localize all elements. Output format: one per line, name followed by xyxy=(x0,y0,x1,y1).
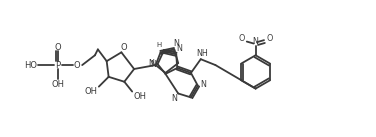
Text: N: N xyxy=(150,60,156,69)
Text: OH: OH xyxy=(85,87,97,96)
Text: O: O xyxy=(74,61,80,70)
Text: N: N xyxy=(171,94,177,103)
Text: N: N xyxy=(173,39,179,48)
Text: P: P xyxy=(55,61,60,70)
Text: O: O xyxy=(120,43,127,52)
Text: HO: HO xyxy=(24,61,37,70)
Text: O: O xyxy=(55,43,61,52)
Text: H: H xyxy=(156,42,161,48)
Text: OH: OH xyxy=(51,80,64,89)
Text: O: O xyxy=(266,34,273,43)
Text: N: N xyxy=(148,59,154,68)
Text: N: N xyxy=(253,37,259,46)
Text: O: O xyxy=(239,34,245,43)
Text: OH: OH xyxy=(133,92,147,101)
Text: N: N xyxy=(200,80,206,89)
Text: N: N xyxy=(176,44,182,53)
Text: NH: NH xyxy=(196,49,208,58)
